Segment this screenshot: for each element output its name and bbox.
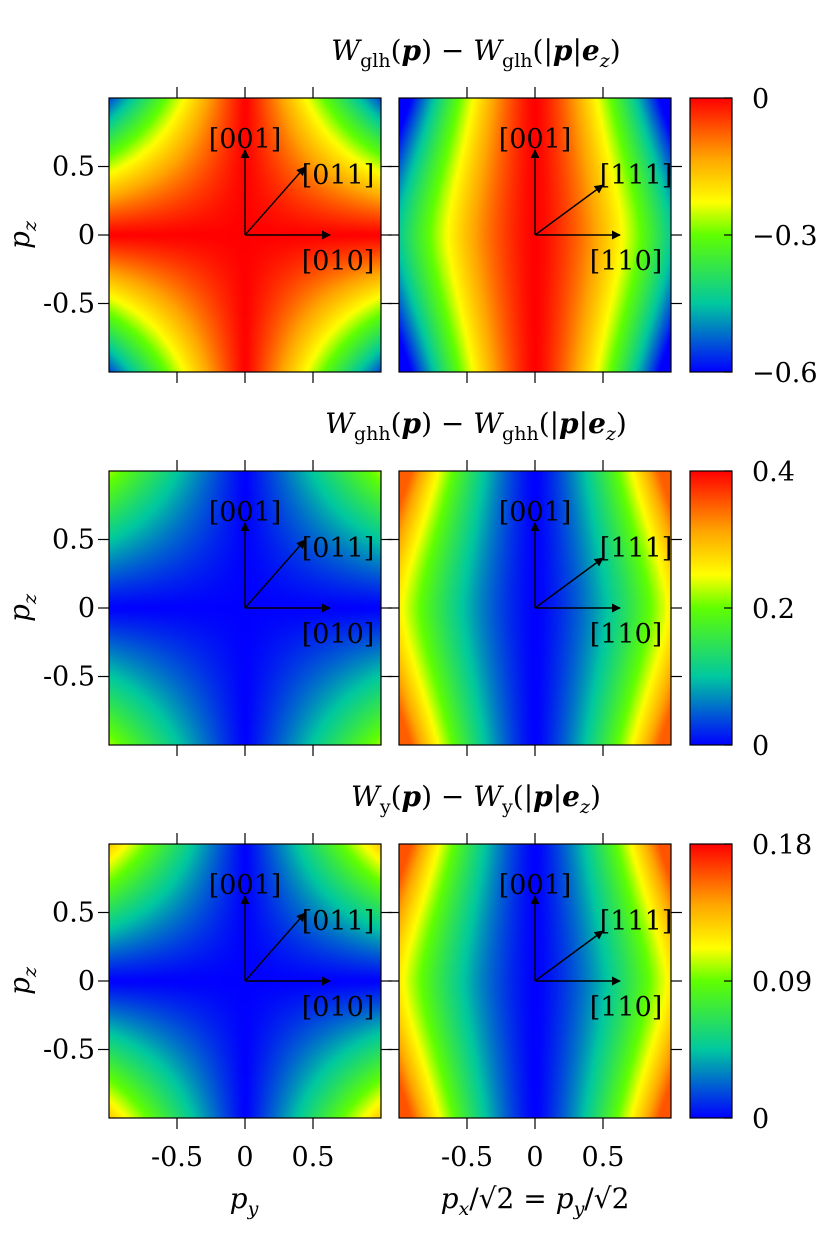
direction-arrow-diagonal bbox=[244, 166, 306, 236]
direction-label-vertical: [001] bbox=[209, 497, 282, 528]
direction-label-horizontal: [010] bbox=[302, 619, 375, 650]
chart-row-1: Wghh(p) − Wghh(|p|ez)[001][011][010][001… bbox=[3, 407, 795, 762]
colorbar: 0.4 0.2 0 bbox=[689, 457, 795, 762]
direction-label-vertical: [001] bbox=[499, 497, 572, 528]
heatmap-panel-110: [001] [111] [110] bbox=[388, 87, 682, 383]
y-axis-label: pz bbox=[3, 966, 41, 995]
direction-label-vertical: [001] bbox=[499, 124, 572, 155]
y-axis-label: pz bbox=[3, 593, 41, 622]
colorbar-tick-label: 0.2 bbox=[752, 594, 795, 625]
colorbar-tick-label: 0.09 bbox=[752, 967, 812, 998]
direction-label-diagonal: [011] bbox=[302, 906, 375, 937]
y-tick-label: -0.5 bbox=[43, 289, 95, 320]
y-tick-label: 0.5 bbox=[52, 152, 95, 183]
y-tick-label: 0.5 bbox=[52, 898, 95, 929]
direction-label-vertical: [001] bbox=[209, 870, 282, 901]
y-tick-label: 0 bbox=[78, 220, 95, 251]
x-tick-label: -0.5 bbox=[441, 1142, 493, 1173]
direction-label-horizontal: [110] bbox=[590, 992, 663, 1023]
colorbar-tick-label: −0.3 bbox=[752, 221, 818, 252]
y-tick-label: 0.5 bbox=[52, 525, 95, 556]
x-tick-label: -0.5 bbox=[151, 1142, 203, 1173]
direction-label-vertical: [001] bbox=[499, 870, 572, 901]
heatmap-panel-110: [001] [111] [110] bbox=[388, 833, 682, 1129]
colorbar-tick-label: 0.4 bbox=[752, 457, 795, 488]
chart-title: Wglh(p) − Wglh(|p|ez) bbox=[331, 34, 620, 72]
direction-label-diagonal: [111] bbox=[600, 533, 673, 564]
direction-label-horizontal: [110] bbox=[590, 246, 663, 277]
direction-label-diagonal: [111] bbox=[600, 160, 673, 191]
y-tick-label: -0.5 bbox=[43, 662, 95, 693]
colorbar-tick-label: 0 bbox=[752, 731, 769, 762]
colorbar-tick-label: 0 bbox=[752, 84, 769, 115]
heatmap-panel-100: [001] [011] [010] bbox=[98, 833, 392, 1129]
colorbar: 0.18 0.09 0 bbox=[689, 830, 812, 1135]
colorbar: 0 −0.3 −0.6 bbox=[689, 84, 818, 389]
direction-arrow-diagonal bbox=[534, 184, 604, 236]
x-axis-label-left: py bbox=[230, 1182, 259, 1220]
direction-label-horizontal: [010] bbox=[302, 992, 375, 1023]
direction-label-horizontal: [110] bbox=[590, 619, 663, 650]
y-tick-label: 0 bbox=[78, 593, 95, 624]
chart-title: Wghh(p) − Wghh(|p|ez) bbox=[325, 407, 627, 445]
direction-label-vertical: [001] bbox=[209, 124, 282, 155]
heatmap-panel-100: [001] [011] [010] bbox=[98, 87, 392, 383]
x-tick-label: 0.5 bbox=[582, 1142, 625, 1173]
colorbar-tick-label: 0 bbox=[752, 1104, 769, 1135]
x-tick-label: 0.5 bbox=[292, 1142, 335, 1173]
direction-label-horizontal: [010] bbox=[302, 246, 375, 277]
direction-label-diagonal: [011] bbox=[302, 533, 375, 564]
x-tick-label: 0 bbox=[236, 1142, 253, 1173]
y-tick-label: -0.5 bbox=[43, 1035, 95, 1066]
direction-arrow-diagonal bbox=[244, 912, 306, 982]
colorbar-tick-label: 0.18 bbox=[752, 830, 812, 861]
direction-arrow-diagonal bbox=[534, 930, 604, 982]
chart-row-0: Wglh(p) − Wglh(|p|ez)[001][011][010][001… bbox=[3, 34, 818, 389]
chart-title: Wy(p) − Wy(|p|ez) bbox=[351, 780, 601, 818]
direction-arrow-diagonal bbox=[244, 539, 306, 609]
y-tick-label: 0 bbox=[78, 966, 95, 997]
direction-label-diagonal: [111] bbox=[600, 906, 673, 937]
bottom-axes: -0.5 0 0.5 -0.5 0 0.5 py px/√2 = py/√2 bbox=[151, 1142, 629, 1220]
heatmap-panel-100: [001] [011] [010] bbox=[98, 460, 392, 756]
chart-row-2: Wy(p) − Wy(|p|ez) [001] [011] [010] [001] [11… bbox=[3, 780, 812, 1135]
x-axis-label-right: px/√2 = py/√2 bbox=[441, 1182, 630, 1220]
y-axis-label: pz bbox=[3, 220, 41, 249]
heatmap-panel-110: [001] [111] [110] bbox=[388, 460, 682, 756]
direction-label-diagonal: [011] bbox=[302, 160, 375, 191]
colorbar-tick-label: −0.6 bbox=[752, 358, 818, 389]
direction-arrow-diagonal bbox=[534, 557, 604, 609]
x-tick-label: 0 bbox=[526, 1142, 543, 1173]
